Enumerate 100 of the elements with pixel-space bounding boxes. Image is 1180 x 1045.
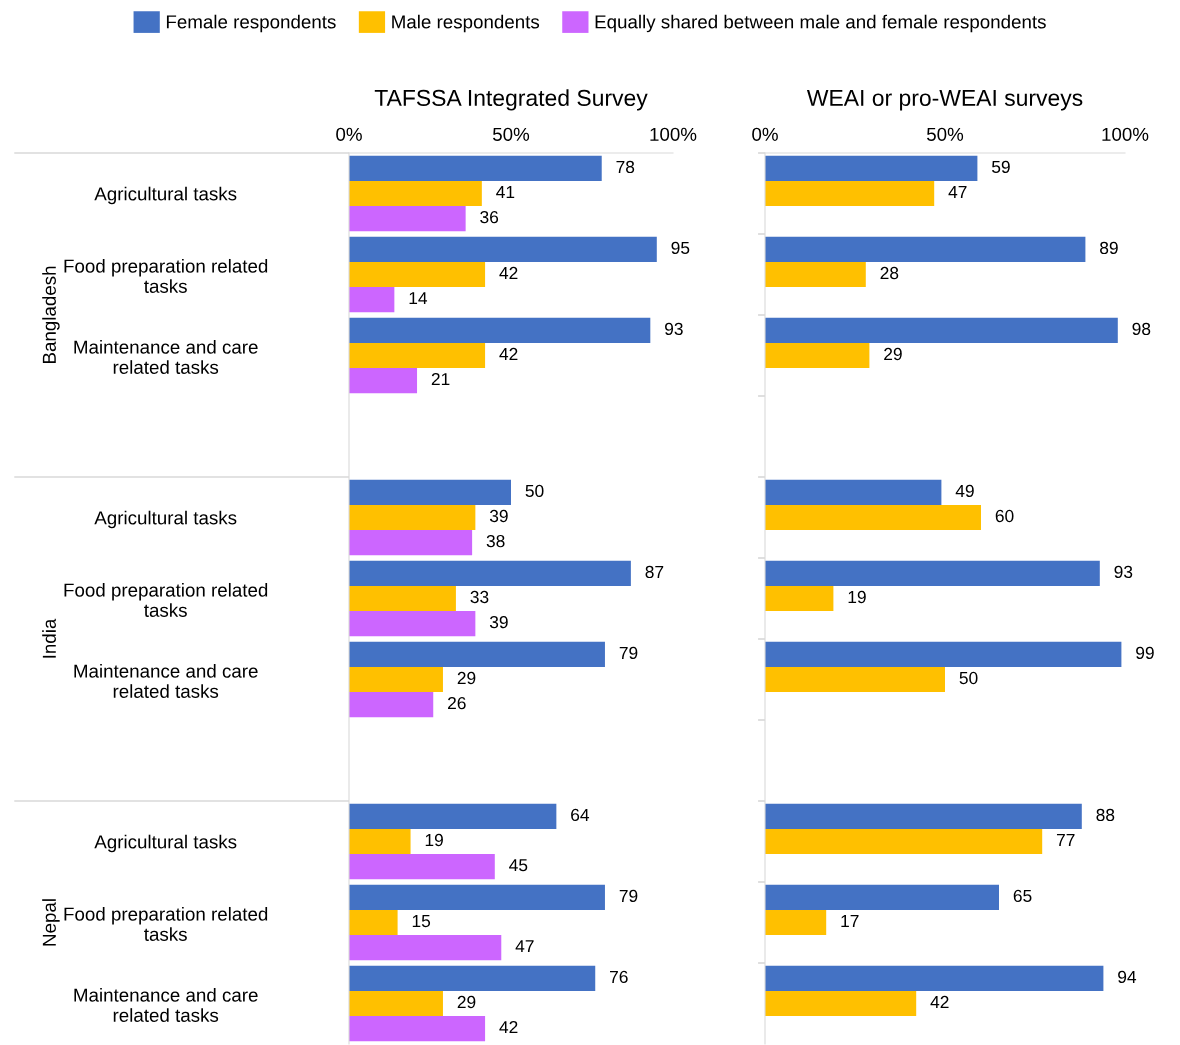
bar [349,560,631,586]
bar [349,935,502,961]
x-tick-label: 100% [650,127,697,141]
data-label: 29 [457,671,476,685]
bar [765,585,834,612]
y-tick-label: Food preparation related tasks [64,258,268,293]
bar [349,854,495,880]
bar [349,368,418,394]
legend-label: Female respondents [166,14,336,33]
bar [349,155,602,181]
data-label: 64 [571,808,590,822]
y-tick-label: Agricultural tasks [94,510,237,529]
data-label: 19 [425,833,443,847]
data-label: 15 [412,915,431,928]
data-label: 87 [645,565,664,579]
data-label: 26 [448,696,466,710]
data-label: 78 [616,160,635,174]
data-label: 60 [995,509,1014,523]
data-label: 14 [409,292,428,305]
data-label: 38 [486,534,505,548]
text: Bangladesh [42,266,60,363]
bar [765,180,935,207]
bar [349,803,557,829]
bar [349,479,511,505]
text: India [42,618,56,658]
data-label: 50 [959,671,978,685]
data-label: 42 [499,266,518,279]
x-tick-label: 0% [752,127,778,141]
data-label: 47 [515,940,534,953]
data-label: 98 [1132,322,1151,336]
data-label: 65 [1013,889,1032,903]
data-label: 42 [930,995,949,1008]
bar [349,261,486,288]
chart-title: TAFSSA Integrated Survey [374,89,648,111]
data-label: 41 [496,186,515,198]
bar [349,884,605,910]
bar [765,965,1104,991]
chart-title: WEAI or pro-WEAI surveys [806,90,1083,111]
bar [349,692,434,718]
bar [349,990,443,1017]
data-label: 95 [671,241,690,255]
bar [349,828,411,855]
data-label: 29 [457,995,476,1009]
text: Nepal [42,899,60,946]
bar [349,641,605,667]
data-label: 89 [1100,241,1118,255]
data-label: 79 [619,889,638,903]
x-tick-label: 50% [492,127,530,141]
y-tick-label: Food preparation related tasks [64,906,268,941]
bar [349,909,398,936]
bar [349,287,395,313]
bar [765,342,870,369]
data-label: 59 [991,160,1010,174]
data-label: 88 [1096,808,1115,822]
data-label: 99 [1136,646,1154,660]
bar [349,1016,486,1042]
bar [349,530,473,556]
bar [349,317,651,343]
data-label: 79 [619,646,638,660]
bar [349,585,456,612]
bar [765,261,866,288]
legend-label: Equally shared between male and female respondents [595,14,1046,33]
bar [765,560,1100,586]
x-tick-label: 100% [1102,127,1149,141]
data-label: 49 [955,484,974,498]
data-label: 28 [880,266,899,280]
bar [765,884,999,910]
y-tick-label: Maintenance and care related tasks [74,663,258,698]
data-label: 47 [948,186,967,198]
data-label: 33 [470,590,489,604]
bar [349,206,466,232]
data-label: 17 [841,915,859,927]
data-label: 42 [499,1020,518,1034]
bar [765,803,1082,829]
x-tick-label: 50% [926,127,964,141]
data-label: 77 [1056,834,1075,846]
x-tick-label: 0% [336,127,362,141]
bar [765,909,827,936]
bar [765,504,981,531]
data-label: 76 [610,970,628,984]
y-tick-label: Food preparation related tasks [64,582,268,617]
data-label: 50 [525,484,544,498]
bar [349,965,596,991]
data-label: 45 [509,859,528,872]
bar [349,342,486,369]
data-label: 94 [1118,970,1137,984]
bar [765,666,945,693]
legend-label: Male respondents [392,14,540,33]
bar [765,479,942,505]
data-label: 93 [1114,565,1133,579]
bar [349,666,443,693]
data-label: 21 [431,372,450,386]
bar [349,611,476,637]
data-label: 39 [489,615,508,629]
data-label: 19 [848,590,866,604]
bar [765,236,1086,262]
bar [765,317,1118,343]
data-label: 36 [480,210,499,224]
y-tick-label: Maintenance and care related tasks [74,339,258,374]
bar [765,155,978,181]
